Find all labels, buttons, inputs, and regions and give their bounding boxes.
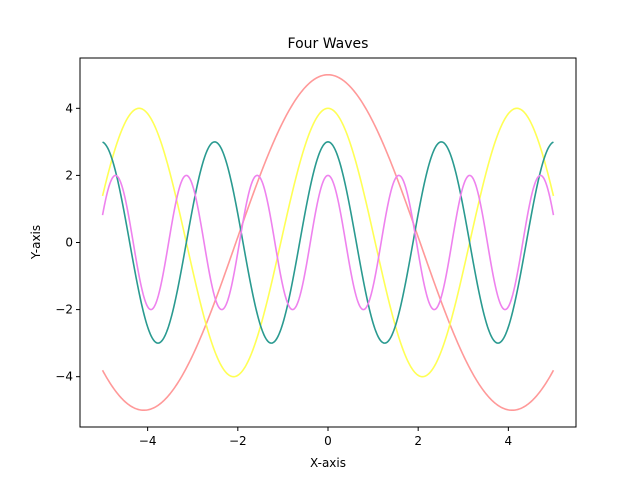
series-line-1 — [101, 73, 555, 412]
series-line-3 — [102, 141, 554, 344]
y-axis: −4 −2 0 2 4 — [55, 101, 80, 384]
x-axis-title: X-axis — [310, 456, 346, 470]
x-tick-label: 2 — [414, 434, 422, 448]
y-tick-label: −2 — [55, 303, 73, 317]
x-axis: −4 −2 0 2 4 — [139, 427, 512, 448]
y-axis-title: Y-axis — [29, 225, 43, 260]
y-tick-label: 0 — [65, 236, 73, 250]
series-layer — [101, 73, 555, 412]
x-tick-label: −4 — [139, 434, 157, 448]
x-tick-label: 0 — [324, 434, 332, 448]
y-tick-label: 2 — [65, 168, 73, 182]
x-tick-label: 4 — [505, 434, 513, 448]
y-tick-label: −4 — [55, 370, 73, 384]
series-line-4 — [101, 174, 555, 311]
y-tick-label: 4 — [65, 101, 73, 115]
plot-frame — [79, 57, 577, 428]
chart-title: Four Waves — [288, 36, 369, 52]
x-tick-label: −2 — [229, 434, 247, 448]
series-line-2 — [101, 107, 555, 378]
